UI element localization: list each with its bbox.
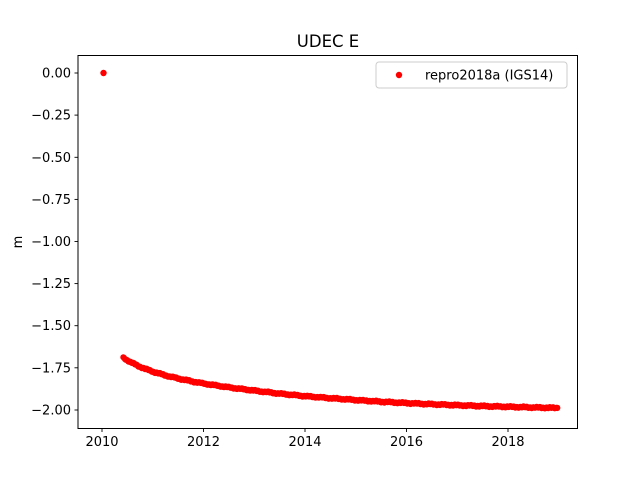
x-tick-label: 2018 [491, 435, 524, 450]
y-tick-label: −2.00 [31, 404, 71, 419]
y-tick-label: −1.50 [31, 319, 71, 334]
data-series [100, 69, 561, 412]
y-tick-label: −1.25 [31, 277, 71, 292]
data-series-layer [100, 69, 561, 412]
plot-area [78, 55, 578, 429]
axes-frame [77, 55, 578, 429]
data-point [554, 404, 561, 412]
y-tick-label: −1.00 [31, 235, 71, 250]
x-tick-label: 2016 [390, 435, 423, 450]
ticks-layer: 2010 2012 2014 2016 2018 0.00 −0.25 −0.50 −0.75 −… [31, 67, 524, 451]
x-tick-label: 2012 [187, 435, 220, 450]
y-tick-label: −0.25 [31, 109, 71, 124]
legend: repro2018a (IGS14) [375, 61, 568, 89]
data-point [100, 69, 107, 77]
legend-box [375, 61, 568, 89]
x-tick-label: 2010 [85, 435, 118, 450]
chart-title: UDEC E [297, 32, 359, 51]
legend-marker-dot [395, 71, 403, 79]
x-tick-label: 2014 [288, 435, 321, 450]
y-tick-label: −0.50 [31, 151, 71, 166]
y-tick-label: 0.00 [42, 67, 71, 82]
y-axis-label: m [11, 236, 26, 249]
y-tick-label: −0.75 [31, 193, 71, 208]
legend-label: repro2018a (IGS14) [425, 69, 553, 84]
y-tick-label: −1.75 [31, 361, 71, 376]
